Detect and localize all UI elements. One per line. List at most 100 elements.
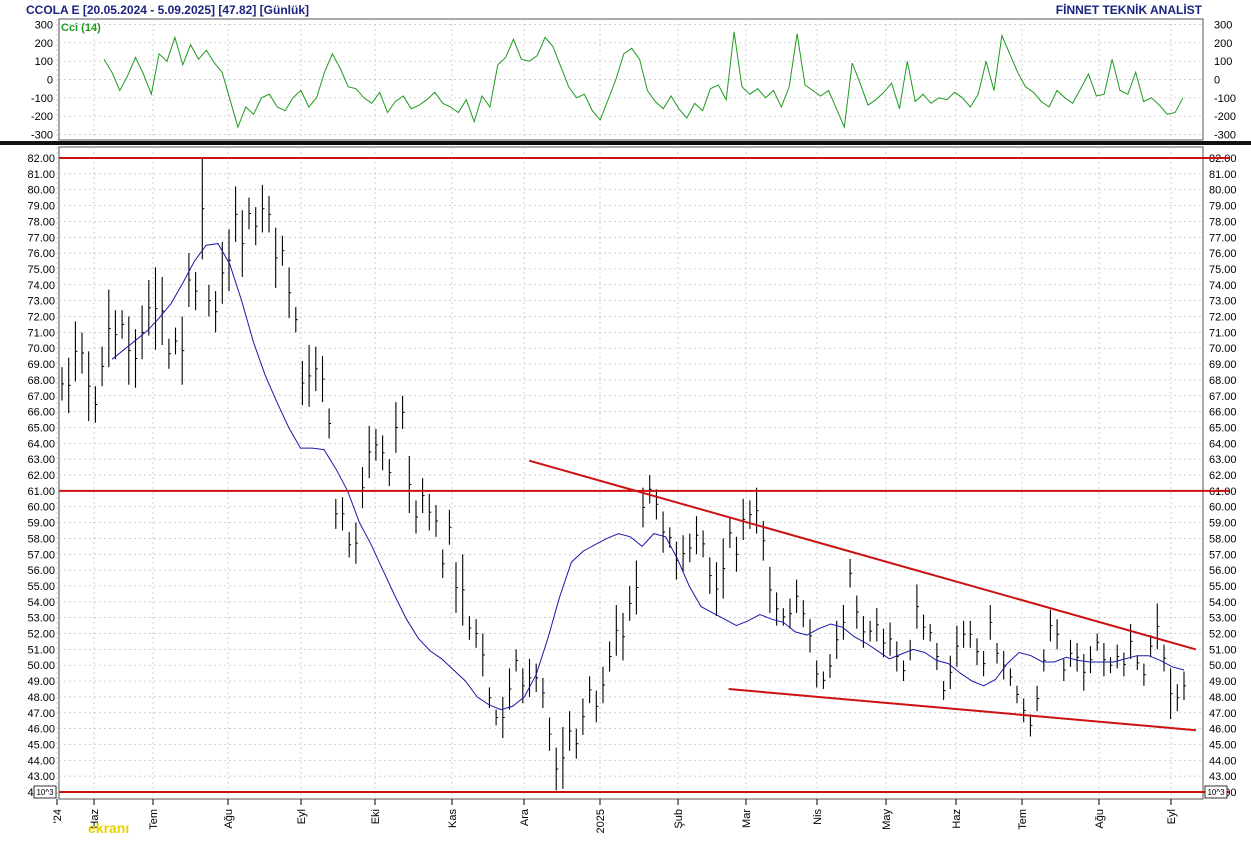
scale-badge-left [33,785,57,799]
price-tick-left: 70.00 [27,343,55,355]
price-tick-right: 78.00 [1209,216,1237,228]
price-tick-right: 44.00 [1209,755,1237,767]
trendline [529,459,1197,651]
cci-axis-ticks: 300 300 200 200 100 100 0 0 -100 -100 -200 -200 -300… [31,20,1236,142]
price-tick-right: 46.00 [1209,724,1237,736]
price-tick-right: 79.00 [1209,201,1237,213]
x-tick-label: May [881,809,893,830]
cci-tick-left: 300 [35,20,53,32]
x-tick-label: Tem [148,809,160,830]
x-tick-label: Şub [673,809,685,829]
price-panel-frame [58,146,1204,800]
price-tick-left: 60.00 [27,502,55,514]
price-bars [61,158,1186,791]
price-tick-left: 63.00 [27,454,55,466]
price-tick-left: 53.00 [27,613,55,625]
cci-tick-left: -200 [31,111,53,123]
price-tick-left: 56.00 [27,565,55,577]
scale-badge-left-text: 10^3 [36,788,54,797]
x-axis-ticks: '24 Haz Tem Ağu Eyl Eki Kas Ara 2025 Şub Mar Nis May… [52,799,1178,833]
cci-grid [56,19,1203,140]
price-tick-left: 62.00 [27,470,55,482]
watermark-text: ekranı [88,820,129,836]
price-tick-left: 45.00 [27,739,55,751]
price-tick-left: 55.00 [27,581,55,593]
price-tick-left: 66.00 [27,407,55,419]
price-tick-left: 57.00 [27,549,55,561]
x-tick-label: '24 [52,809,64,823]
price-tick-left: 43.00 [27,771,55,783]
scale-badge-right-text: 10^3 [1207,788,1225,797]
price-tick-right: 59.00 [1209,518,1237,530]
x-tick-label: Eki [370,809,382,824]
price-tick-left: 74.00 [27,280,55,292]
price-tick-right: 65.00 [1209,422,1237,434]
cci-tick-right: 200 [1214,38,1232,50]
price-tick-left: 69.00 [27,359,55,371]
trendline [728,688,1196,732]
price-tick-right: 73.00 [1209,296,1237,308]
price-tick-right: 76.00 [1209,248,1237,260]
cci-tick-right: -300 [1214,130,1236,142]
price-tick-left: 80.00 [27,185,55,197]
price-tick-right: 69.00 [1209,359,1237,371]
price-tick-right: 77.00 [1209,232,1237,244]
x-tick-label: Haz [951,809,963,829]
price-tick-left: 44.00 [27,755,55,767]
scale-badge-right [1204,785,1228,799]
price-tick-left: 82.00 [27,153,55,165]
price-tick-right: 55.00 [1209,581,1237,593]
price-tick-right: 67.00 [1209,391,1237,403]
price-tick-left: 77.00 [27,232,55,244]
x-tick-label: Ağu [223,809,235,829]
price-tick-left: 61.00 [27,486,55,498]
cci-tick-right: -200 [1214,111,1236,123]
panel-separator [0,141,1251,145]
x-tick-label: 2025 [595,809,607,833]
price-tick-left: 47.00 [27,708,55,720]
price-tick-right: 70.00 [1209,343,1237,355]
cci-tick-right: 300 [1214,20,1232,32]
price-tick-left: 79.00 [27,201,55,213]
price-tick-left: 81.00 [27,169,55,181]
price-tick-right: 80.00 [1209,185,1237,197]
price-tick-right: 49.00 [1209,676,1237,688]
price-tick-left: 67.00 [27,391,55,403]
cci-label: Cci (14) [61,22,101,34]
price-tick-right: 71.00 [1209,327,1237,339]
price-tick-left: 71.00 [27,327,55,339]
price-tick-right: 66.00 [1209,407,1237,419]
price-tick-left: 73.00 [27,296,55,308]
price-tick-right: 60.00 [1209,502,1237,514]
price-tick-right: 64.00 [1209,438,1237,450]
price-tick-left: 58.00 [27,533,55,545]
price-tick-left: 49.00 [27,676,55,688]
price-tick-left: 64.00 [27,438,55,450]
price-tick-left: 50.00 [27,660,55,672]
x-tick-label: Eyl [296,809,308,824]
price-tick-left: 76.00 [27,248,55,260]
price-tick-right: 48.00 [1209,692,1237,704]
price-tick-left: 59.00 [27,518,55,530]
chart-title: CCOLA E [20.05.2024 - 5.09.2025] [47.82]… [26,3,309,17]
cci-tick-left: 100 [35,56,53,68]
price-tick-right: 47.00 [1209,708,1237,720]
price-tick-right: 75.00 [1209,264,1237,276]
price-tick-right: 58.00 [1209,533,1237,545]
horizontal-levels [59,157,1229,793]
x-tick-label: Eyl [1166,809,1178,824]
price-tick-right: 54.00 [1209,597,1237,609]
x-tick-label: Ağu [1094,809,1106,829]
price-tick-left: 48.00 [27,692,55,704]
price-tick-right: 52.00 [1209,629,1237,641]
price-tick-right: 72.00 [1209,312,1237,324]
price-tick-right: 63.00 [1209,454,1237,466]
x-tick-label: Tem [1017,809,1029,830]
price-tick-right: 68.00 [1209,375,1237,387]
x-tick-label: Ara [519,808,531,826]
price-tick-right: 51.00 [1209,644,1237,656]
cci-tick-left: -100 [31,93,53,105]
price-tick-left: 51.00 [27,644,55,656]
price-tick-left: 65.00 [27,422,55,434]
